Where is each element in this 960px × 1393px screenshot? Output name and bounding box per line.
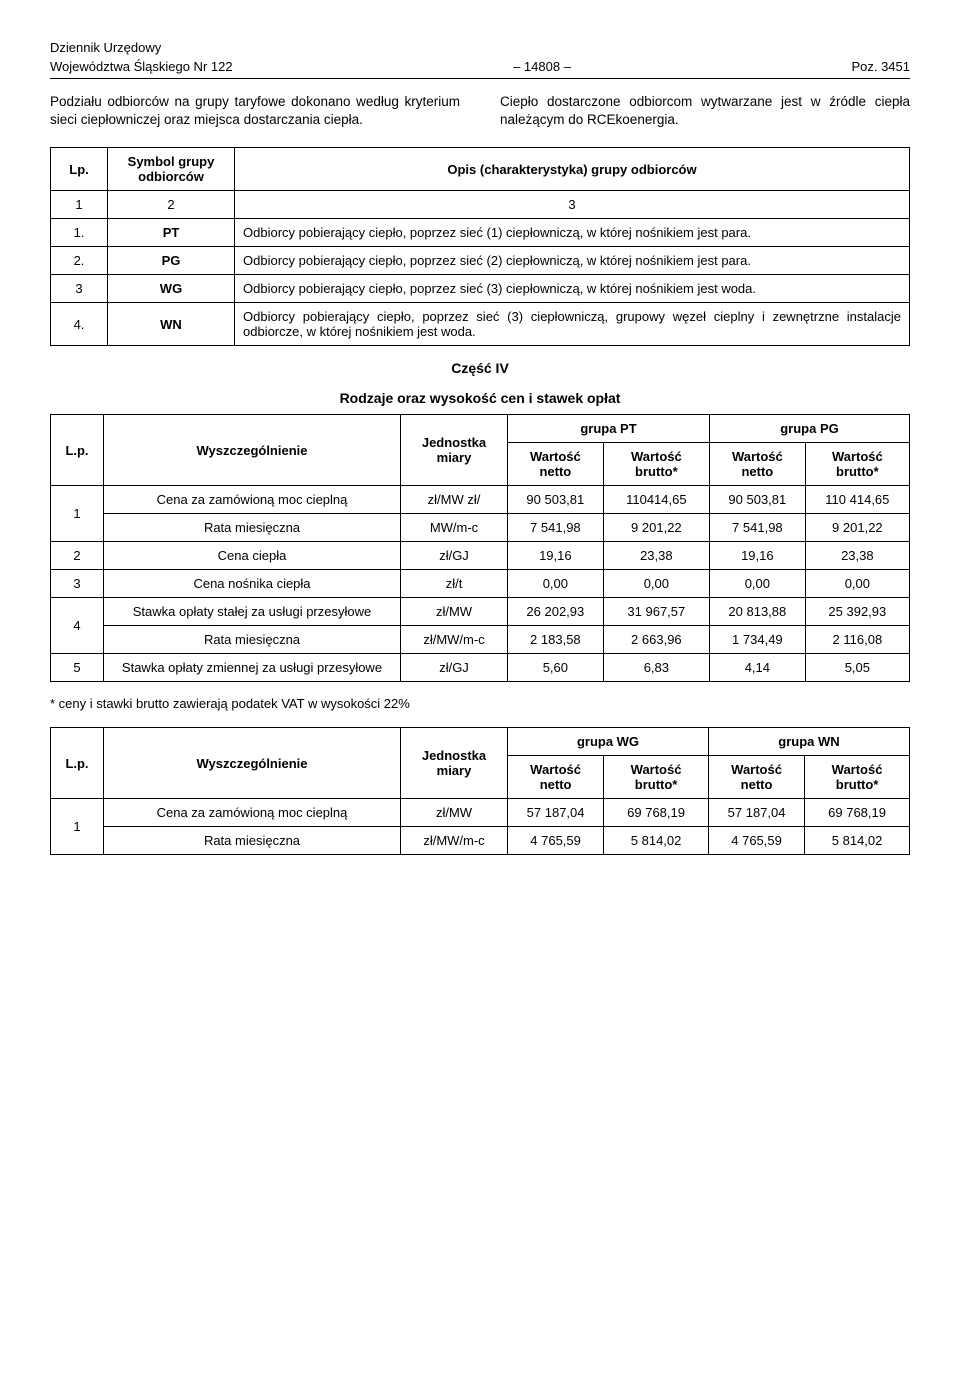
header-line1-left: Dziennik Urzędowy — [50, 40, 161, 55]
t1-head-sym: Symbol grupy odbiorców — [108, 148, 235, 191]
intro-left: Podziału odbiorców na grupy taryfowe dok… — [50, 93, 460, 129]
t1-head-desc: Opis (charakterystyka) grupy odbiorców — [235, 148, 910, 191]
table-row: 1. PT Odbiorcy pobierający ciepło, poprz… — [51, 219, 910, 247]
t3-group-b: grupa WN — [708, 728, 909, 756]
prices-table-ptpg: L.p. Wyszczególnienie Jednostka miary gr… — [50, 414, 910, 682]
table-row: 3 Cena nośnika ciepła zł/t 0,00 0,00 0,0… — [51, 570, 910, 598]
table-row: 4 Stawka opłaty stałej za usługi przesył… — [51, 598, 910, 626]
t3-val-gross-a: Wartość brutto* — [604, 756, 709, 799]
table-row: Rata miesięczna zł/MW/m-c 4 765,59 5 814… — [51, 827, 910, 855]
t3-val-net-b: Wartość netto — [708, 756, 804, 799]
t1-head-lp: Lp. — [51, 148, 108, 191]
t3-head-wys: Wyszczególnienie — [104, 728, 401, 799]
t1-numrow-3: 3 — [235, 191, 910, 219]
vat-footnote: * ceny i stawki brutto zawierają podatek… — [50, 696, 910, 711]
header-line2-left: Województwa Śląskiego Nr 122 — [50, 59, 233, 74]
t3-head-lp: L.p. — [51, 728, 104, 799]
t2-val-net-b: Wartość netto — [710, 443, 806, 486]
t3-head-unit: Jednostka miary — [401, 728, 508, 799]
table-row: 5 Stawka opłaty zmiennej za usługi przes… — [51, 654, 910, 682]
table-row: 3 WG Odbiorcy pobierający ciepło, poprze… — [51, 275, 910, 303]
part4-subtitle: Rodzaje oraz wysokość cen i stawek opłat — [50, 390, 910, 406]
table-row: 2. PG Odbiorcy pobierający ciepło, poprz… — [51, 247, 910, 275]
intro-right: Ciepło dostarczone odbiorcom wytwarzane … — [500, 93, 910, 129]
prices-table-wgwn: L.p. Wyszczególnienie Jednostka miary gr… — [50, 727, 910, 855]
t2-val-gross-b: Wartość brutto* — [805, 443, 909, 486]
intro-columns: Podziału odbiorców na grupy taryfowe dok… — [50, 93, 910, 129]
groups-table: Lp. Symbol grupy odbiorców Opis (charakt… — [50, 147, 910, 346]
table-row: Rata miesięczna MW/m-c 7 541,98 9 201,22… — [51, 514, 910, 542]
t1-numrow-1: 1 — [51, 191, 108, 219]
t2-group-b: grupa PG — [710, 415, 910, 443]
t2-head-unit: Jednostka miary — [401, 415, 508, 486]
header-line2-right: Poz. 3451 — [851, 59, 910, 74]
t3-val-net-a: Wartość netto — [508, 756, 604, 799]
page-header: Dziennik Urzędowy Województwa Śląskiego … — [50, 40, 910, 79]
table-row: 1 Cena za zamówioną moc cieplną zł/MW zł… — [51, 486, 910, 514]
header-rule — [50, 78, 910, 79]
t2-val-gross-a: Wartość brutto* — [603, 443, 709, 486]
t2-val-net-a: Wartość netto — [508, 443, 604, 486]
t1-numrow-2: 2 — [108, 191, 235, 219]
t3-group-a: grupa WG — [508, 728, 709, 756]
t3-val-gross-b: Wartość brutto* — [805, 756, 910, 799]
t2-head-lp: L.p. — [51, 415, 104, 486]
part4-title: Część IV — [50, 360, 910, 376]
t2-head-wys: Wyszczególnienie — [104, 415, 401, 486]
header-line2-center: – 14808 – — [513, 59, 571, 74]
table-row: 2 Cena ciepła zł/GJ 19,16 23,38 19,16 23… — [51, 542, 910, 570]
t2-group-a: grupa PT — [508, 415, 710, 443]
table-row: 4. WN Odbiorcy pobierający ciepło, poprz… — [51, 303, 910, 346]
table-row: Rata miesięczna zł/MW/m-c 2 183,58 2 663… — [51, 626, 910, 654]
table-row: 1 Cena za zamówioną moc cieplną zł/MW 57… — [51, 799, 910, 827]
